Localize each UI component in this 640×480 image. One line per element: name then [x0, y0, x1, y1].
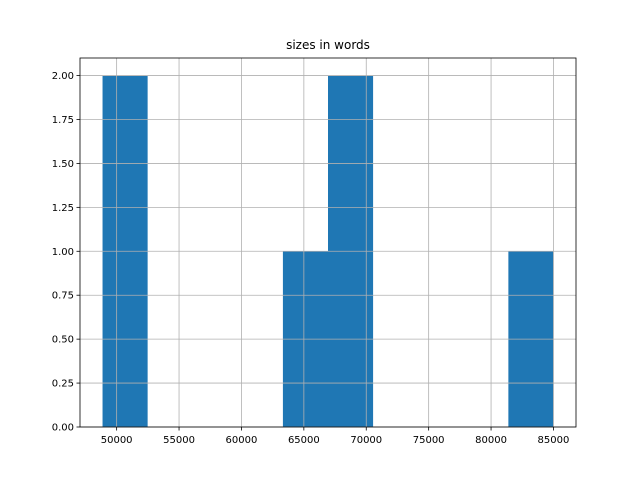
y-tick-label: 0.75	[52, 291, 74, 302]
x-tick-label: 85000	[538, 435, 570, 446]
x-tick-label: 60000	[226, 435, 258, 446]
y-tick-label: 0.25	[52, 379, 74, 390]
chart-title: sizes in words	[286, 38, 370, 52]
x-tick-label: 75000	[413, 435, 445, 446]
plot-frame	[79, 57, 577, 428]
x-tick-label: 80000	[475, 435, 507, 446]
y-tick-label: 1.25	[52, 203, 74, 214]
x-tick-label: 55000	[163, 435, 195, 446]
x-tick-label: 65000	[288, 435, 320, 446]
y-tick-label: 0.00	[52, 423, 74, 434]
y-tick-label: 1.50	[52, 159, 74, 170]
y-tick-label: 1.00	[52, 247, 74, 258]
x-tick-label: 50000	[101, 435, 133, 446]
y-tick-label: 2.00	[52, 71, 74, 82]
y-tick-label: 0.50	[52, 335, 74, 346]
x-tick-label: 70000	[350, 435, 382, 446]
y-tick-label: 1.75	[52, 115, 74, 126]
